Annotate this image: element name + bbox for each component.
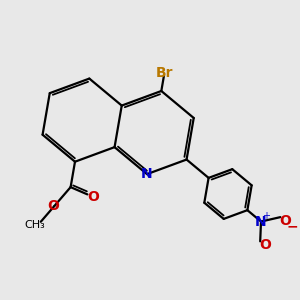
Text: −: − — [287, 219, 298, 233]
Text: CH₃: CH₃ — [25, 220, 46, 230]
Text: O: O — [87, 190, 99, 204]
Text: Br: Br — [156, 66, 174, 80]
Text: O: O — [259, 238, 271, 252]
Text: N: N — [141, 167, 153, 181]
Text: O: O — [47, 199, 59, 213]
Text: O: O — [279, 214, 291, 228]
Text: +: + — [262, 212, 270, 221]
Text: N: N — [255, 214, 267, 229]
